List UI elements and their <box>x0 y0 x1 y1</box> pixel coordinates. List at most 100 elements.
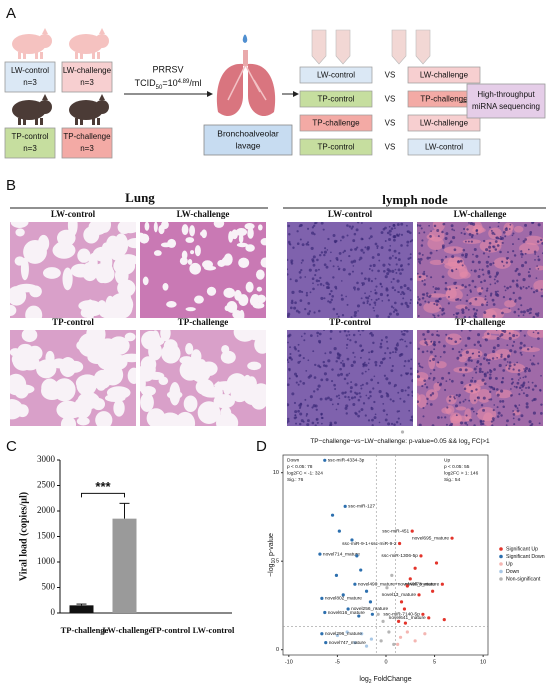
nucleus <box>458 401 462 404</box>
summary-text: Up <box>444 457 450 463</box>
nucleus <box>350 363 354 368</box>
nucleus <box>433 302 436 305</box>
point <box>397 541 402 546</box>
nucleus <box>487 255 490 258</box>
nucleus <box>481 268 484 271</box>
point <box>369 637 374 641</box>
y-tick-label: 1500 <box>37 531 56 541</box>
patch <box>468 296 487 306</box>
nucleus <box>288 333 292 337</box>
nucleus <box>418 298 421 301</box>
alveolus <box>256 286 263 292</box>
nucleus <box>373 416 377 420</box>
nucleus <box>517 369 521 372</box>
text-part: 4.89 <box>178 79 190 85</box>
point <box>323 610 327 615</box>
nucleus <box>452 236 456 240</box>
nucleus <box>524 238 527 241</box>
nucleus <box>535 330 537 331</box>
nucleus <box>473 269 477 273</box>
nucleus <box>297 349 300 353</box>
y-tick-label: 3000 <box>37 454 56 464</box>
x-axis-label: log2 FoldChange <box>359 676 411 685</box>
pig-leg <box>80 52 83 59</box>
nucleus <box>411 394 413 397</box>
nucleus <box>502 265 505 267</box>
alveolus <box>181 250 188 260</box>
nucleus <box>525 405 529 409</box>
nucleus <box>346 234 349 237</box>
nucleus <box>445 232 449 236</box>
nucleus <box>340 297 344 301</box>
nucleus <box>345 343 349 346</box>
nucleus <box>384 352 387 355</box>
compare-left: LW-control <box>317 71 355 80</box>
nucleus <box>522 314 525 317</box>
x-tick-label: 10 <box>480 659 486 665</box>
nucleus <box>335 395 339 398</box>
nucleus <box>497 237 500 240</box>
nucleus <box>381 299 384 302</box>
nucleus <box>299 422 302 426</box>
nucleus <box>338 267 341 270</box>
nucleus <box>494 292 498 296</box>
nucleus <box>483 311 487 314</box>
nucleus <box>471 233 474 237</box>
alveolus <box>197 401 221 424</box>
nucleus <box>522 392 525 395</box>
nucleus <box>536 265 538 267</box>
nucleus <box>463 387 467 391</box>
alveolus <box>10 222 29 229</box>
patch <box>513 225 524 233</box>
nucleus <box>374 242 378 246</box>
nucleus <box>437 416 440 419</box>
point <box>390 573 394 577</box>
nucleus <box>438 298 441 301</box>
nucleus <box>528 268 531 271</box>
nucleus <box>394 308 397 311</box>
nucleus <box>327 359 331 363</box>
patch <box>433 382 441 392</box>
nucleus <box>537 331 540 335</box>
nucleus <box>287 341 289 344</box>
nucleus <box>473 248 477 251</box>
nucleus <box>497 225 500 228</box>
nucleus <box>403 330 407 332</box>
nucleus <box>455 315 458 318</box>
nucleus <box>348 398 351 401</box>
patch <box>428 355 436 370</box>
nucleus <box>510 388 512 390</box>
nucleus <box>418 423 422 426</box>
pig-head <box>95 34 109 48</box>
alveolus <box>104 393 126 403</box>
nucleus <box>354 340 357 344</box>
group-name: LW-control <box>11 66 49 75</box>
point <box>431 589 435 593</box>
panel-label: B <box>6 177 16 194</box>
nucleus <box>287 240 291 244</box>
nucleus <box>332 234 336 237</box>
nucleus <box>525 402 529 406</box>
alveolus <box>21 330 38 343</box>
nucleus <box>508 297 512 301</box>
nucleus <box>520 353 523 356</box>
nucleus <box>370 407 374 411</box>
nucleus <box>512 340 516 343</box>
alveolus <box>179 359 201 381</box>
point <box>324 641 328 645</box>
nucleus <box>305 413 309 416</box>
nucleus <box>317 284 319 286</box>
nucleus <box>351 225 354 228</box>
alveolus <box>29 285 42 298</box>
nucleus <box>325 285 330 290</box>
nucleus <box>404 340 407 343</box>
pig-leg <box>35 118 38 125</box>
nucleus <box>464 363 468 366</box>
nucleus <box>527 369 531 373</box>
nucleus <box>400 293 402 296</box>
nucleus <box>426 350 429 353</box>
nucleus <box>324 397 328 401</box>
nucleus <box>359 395 362 398</box>
nucleus <box>294 414 297 417</box>
nucleus <box>466 228 469 231</box>
